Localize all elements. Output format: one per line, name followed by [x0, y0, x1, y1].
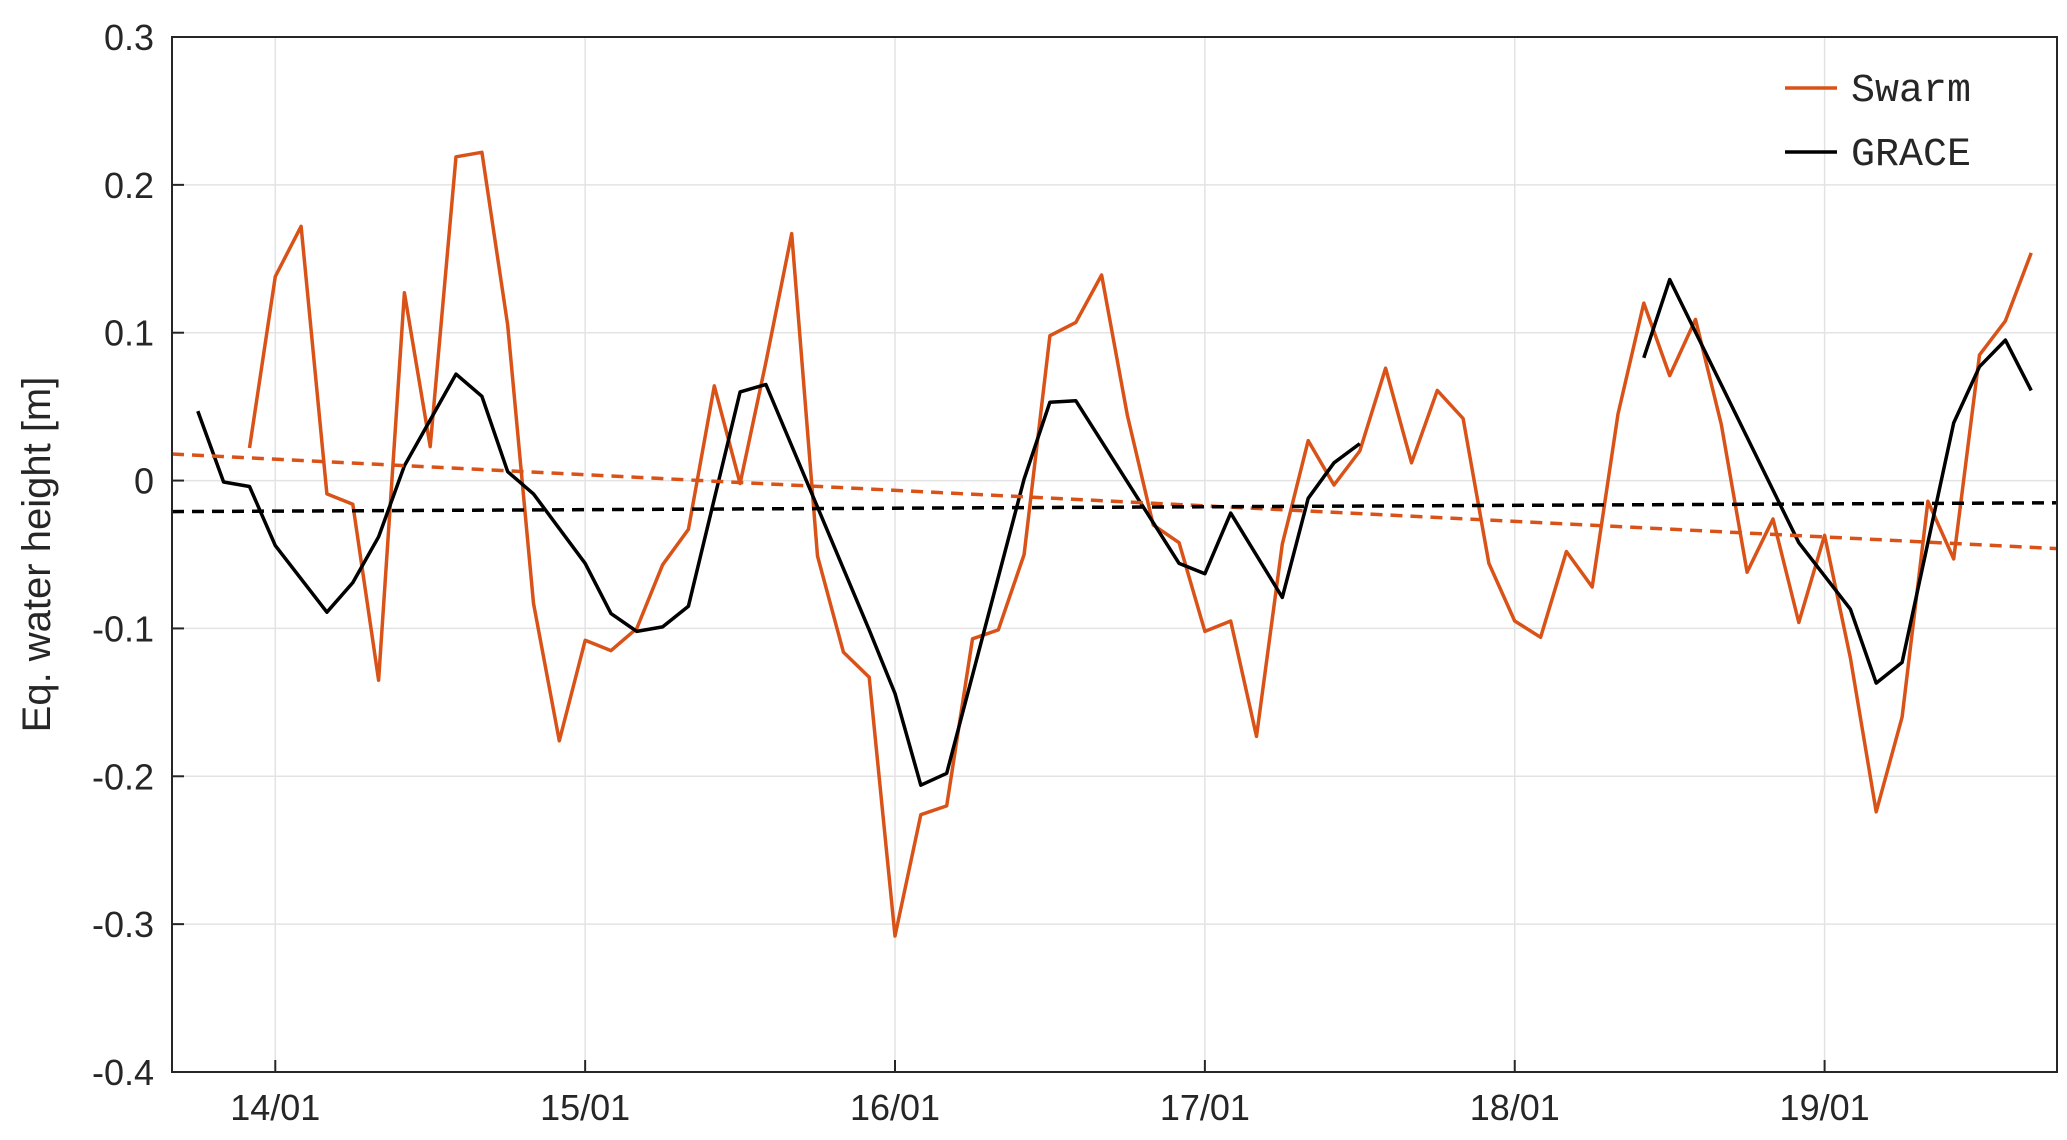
- series-group: [171, 150, 2058, 938]
- plot-frame: [171, 36, 2058, 1073]
- swarm-series-line: [247, 150, 2033, 938]
- y-tick-label: 0.1: [104, 313, 154, 354]
- y-tick-label: -0.4: [92, 1052, 154, 1093]
- y-tick-label: 0.3: [104, 17, 154, 58]
- x-tick-label: 16/01: [850, 1087, 940, 1128]
- y-tick-label: -0.2: [92, 756, 154, 797]
- x-tick-label: 18/01: [1470, 1087, 1560, 1128]
- x-tick-label: 19/01: [1780, 1087, 1870, 1128]
- grace-series-line: [196, 372, 1361, 787]
- x-tick-label: 14/01: [230, 1087, 320, 1128]
- y-tick-label: 0.2: [104, 165, 154, 206]
- y-tick-label: 0: [134, 461, 154, 502]
- y-axis: 0.3 0.2 0.1 0 -0.1 -0.2 -0.3 -0.4: [92, 17, 184, 1093]
- x-tick-label: 17/01: [1160, 1087, 1250, 1128]
- legend-label: GRACE: [1851, 133, 1971, 178]
- y-tick-label: -0.3: [92, 904, 154, 945]
- grace-series-line: [1642, 277, 2033, 685]
- orange-trend-line: [171, 452, 2058, 551]
- black-trend-line: [171, 501, 2058, 514]
- x-axis: 14/01 15/01 16/01 17/01 18/01 19/01: [230, 1060, 1870, 1128]
- legend: Swarm GRACE: [1785, 69, 1971, 178]
- y-axis-title: Eq. water height [m]: [15, 377, 59, 733]
- legend-label: Swarm: [1851, 69, 1971, 114]
- x-tick-label: 15/01: [540, 1087, 630, 1128]
- plot-background: [172, 37, 2057, 1072]
- y-tick-label: -0.1: [92, 608, 154, 649]
